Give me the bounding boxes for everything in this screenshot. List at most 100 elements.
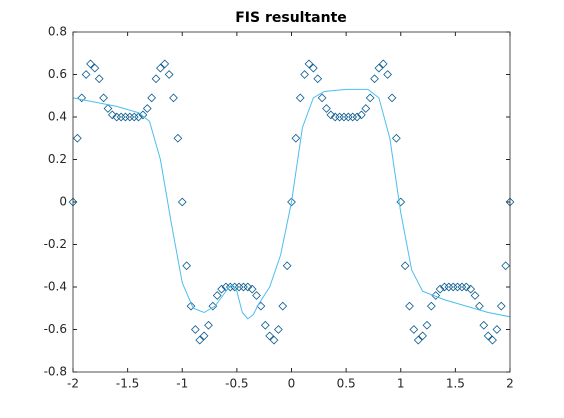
point bbox=[479, 320, 489, 330]
point bbox=[94, 74, 104, 84]
point bbox=[225, 282, 235, 292]
x-tick-label: 1.5 bbox=[446, 377, 465, 391]
point bbox=[103, 104, 113, 113]
point bbox=[383, 70, 393, 79]
y-tick-label: -0.4 bbox=[44, 280, 67, 294]
point bbox=[470, 291, 480, 300]
y-tick-label: -0.8 bbox=[44, 365, 67, 379]
y-tick-label: -0.2 bbox=[44, 237, 67, 251]
point bbox=[378, 59, 388, 69]
point bbox=[278, 301, 288, 311]
point bbox=[295, 93, 305, 103]
point bbox=[422, 320, 432, 330]
y-tick-label: 0.4 bbox=[48, 110, 67, 124]
point bbox=[99, 93, 108, 103]
y-tick-label: 0.2 bbox=[48, 152, 67, 166]
point bbox=[409, 325, 419, 334]
point bbox=[164, 70, 174, 79]
point bbox=[199, 331, 209, 341]
point bbox=[426, 301, 436, 311]
point bbox=[186, 301, 196, 311]
axes-box bbox=[72, 31, 511, 373]
point bbox=[387, 93, 397, 103]
point bbox=[243, 282, 253, 292]
point bbox=[77, 93, 87, 103]
point bbox=[81, 70, 91, 79]
y-tick-label: 0.8 bbox=[48, 25, 67, 39]
y-tick-label: 0 bbox=[59, 195, 67, 209]
point bbox=[488, 335, 497, 345]
point bbox=[169, 93, 178, 103]
x-tick-label: -2 bbox=[67, 377, 79, 391]
x-tick-label: 0 bbox=[288, 377, 296, 391]
point bbox=[440, 282, 449, 292]
point bbox=[173, 133, 183, 143]
line bbox=[72, 88, 511, 320]
point bbox=[177, 197, 187, 207]
point bbox=[492, 325, 502, 334]
point bbox=[374, 63, 384, 73]
point bbox=[483, 331, 493, 341]
point bbox=[134, 112, 143, 122]
point bbox=[322, 104, 331, 113]
point bbox=[453, 282, 462, 292]
point bbox=[247, 284, 257, 294]
point bbox=[431, 291, 441, 300]
point bbox=[396, 197, 406, 207]
point bbox=[147, 93, 157, 103]
point bbox=[501, 261, 510, 271]
point bbox=[365, 93, 375, 103]
point bbox=[335, 112, 344, 122]
point bbox=[343, 112, 353, 122]
point bbox=[282, 261, 292, 271]
point bbox=[326, 110, 336, 120]
point bbox=[265, 331, 275, 341]
x-tick-label: -0.5 bbox=[225, 377, 248, 391]
chart-title: FIS resultante bbox=[235, 10, 347, 26]
point bbox=[361, 104, 371, 113]
point bbox=[496, 301, 506, 311]
point bbox=[300, 70, 309, 79]
x-tick-label: 1 bbox=[397, 377, 405, 391]
point bbox=[330, 112, 340, 122]
point bbox=[182, 261, 191, 271]
point bbox=[204, 320, 213, 330]
point bbox=[444, 282, 454, 292]
point bbox=[317, 93, 327, 103]
x-tick-label: 2 bbox=[506, 377, 514, 391]
point bbox=[160, 59, 170, 69]
point bbox=[274, 325, 283, 334]
point bbox=[269, 335, 279, 345]
x-tick-label: -1.5 bbox=[116, 377, 139, 391]
point bbox=[260, 320, 270, 330]
point bbox=[357, 110, 366, 120]
point bbox=[392, 133, 401, 143]
point bbox=[116, 112, 126, 122]
point bbox=[252, 291, 261, 300]
point bbox=[217, 284, 226, 294]
point bbox=[121, 112, 130, 122]
point bbox=[73, 133, 82, 143]
x-tick-label: -1 bbox=[176, 377, 188, 391]
point bbox=[418, 331, 427, 341]
point bbox=[352, 112, 362, 122]
point bbox=[129, 112, 139, 122]
point bbox=[234, 282, 244, 292]
point bbox=[107, 110, 117, 120]
point bbox=[400, 261, 410, 271]
point bbox=[461, 282, 471, 292]
point bbox=[112, 112, 122, 122]
point bbox=[291, 133, 301, 143]
point bbox=[339, 112, 349, 122]
point bbox=[239, 282, 248, 292]
point bbox=[156, 63, 165, 73]
point bbox=[125, 112, 135, 122]
point bbox=[90, 63, 100, 73]
point bbox=[304, 59, 314, 69]
y-tick-label: -0.6 bbox=[44, 322, 67, 336]
point bbox=[195, 335, 205, 345]
point bbox=[142, 104, 152, 113]
point bbox=[313, 74, 323, 84]
point bbox=[308, 63, 318, 73]
